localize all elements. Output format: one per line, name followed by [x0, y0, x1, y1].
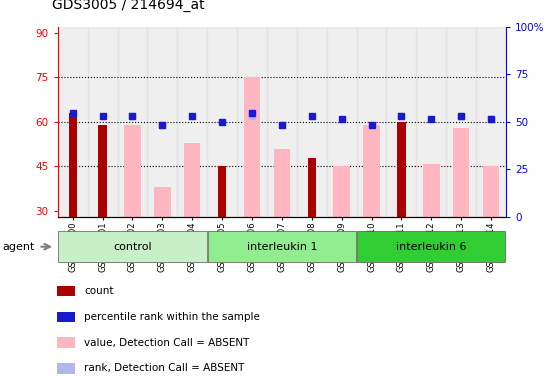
- Bar: [423, 164, 439, 217]
- Text: interleukin 1: interleukin 1: [246, 242, 317, 252]
- Text: control: control: [113, 242, 152, 252]
- Bar: [58, 27, 87, 217]
- Bar: [69, 113, 77, 217]
- Bar: [57, 286, 75, 296]
- Bar: [58, 231, 207, 262]
- Text: agent: agent: [3, 242, 35, 252]
- Bar: [208, 231, 356, 262]
- Bar: [57, 363, 75, 374]
- Bar: [327, 27, 356, 217]
- Bar: [357, 231, 505, 262]
- Text: percentile rank within the sample: percentile rank within the sample: [84, 312, 260, 322]
- Bar: [244, 77, 260, 217]
- Bar: [356, 27, 387, 217]
- Bar: [154, 187, 170, 217]
- Text: rank, Detection Call = ABSENT: rank, Detection Call = ABSENT: [84, 363, 244, 374]
- Bar: [483, 167, 499, 217]
- Bar: [364, 125, 379, 217]
- Bar: [267, 27, 297, 217]
- Bar: [218, 167, 226, 217]
- Bar: [184, 143, 200, 217]
- Bar: [124, 125, 141, 217]
- Bar: [147, 27, 177, 217]
- Bar: [446, 27, 476, 217]
- Text: GDS3005 / 214694_at: GDS3005 / 214694_at: [52, 0, 205, 12]
- Bar: [387, 27, 416, 217]
- Text: interleukin 6: interleukin 6: [396, 242, 466, 252]
- Text: count: count: [84, 286, 113, 296]
- Bar: [333, 167, 350, 217]
- Bar: [57, 338, 75, 348]
- Bar: [57, 311, 75, 322]
- Bar: [118, 27, 147, 217]
- Bar: [476, 27, 506, 217]
- Bar: [397, 122, 405, 217]
- Bar: [453, 128, 469, 217]
- Bar: [416, 27, 446, 217]
- Text: value, Detection Call = ABSENT: value, Detection Call = ABSENT: [84, 338, 249, 348]
- Bar: [237, 27, 267, 217]
- Bar: [274, 149, 290, 217]
- Bar: [307, 157, 316, 217]
- Bar: [297, 27, 327, 217]
- Bar: [98, 125, 107, 217]
- Bar: [87, 27, 118, 217]
- Bar: [177, 27, 207, 217]
- Bar: [207, 27, 237, 217]
